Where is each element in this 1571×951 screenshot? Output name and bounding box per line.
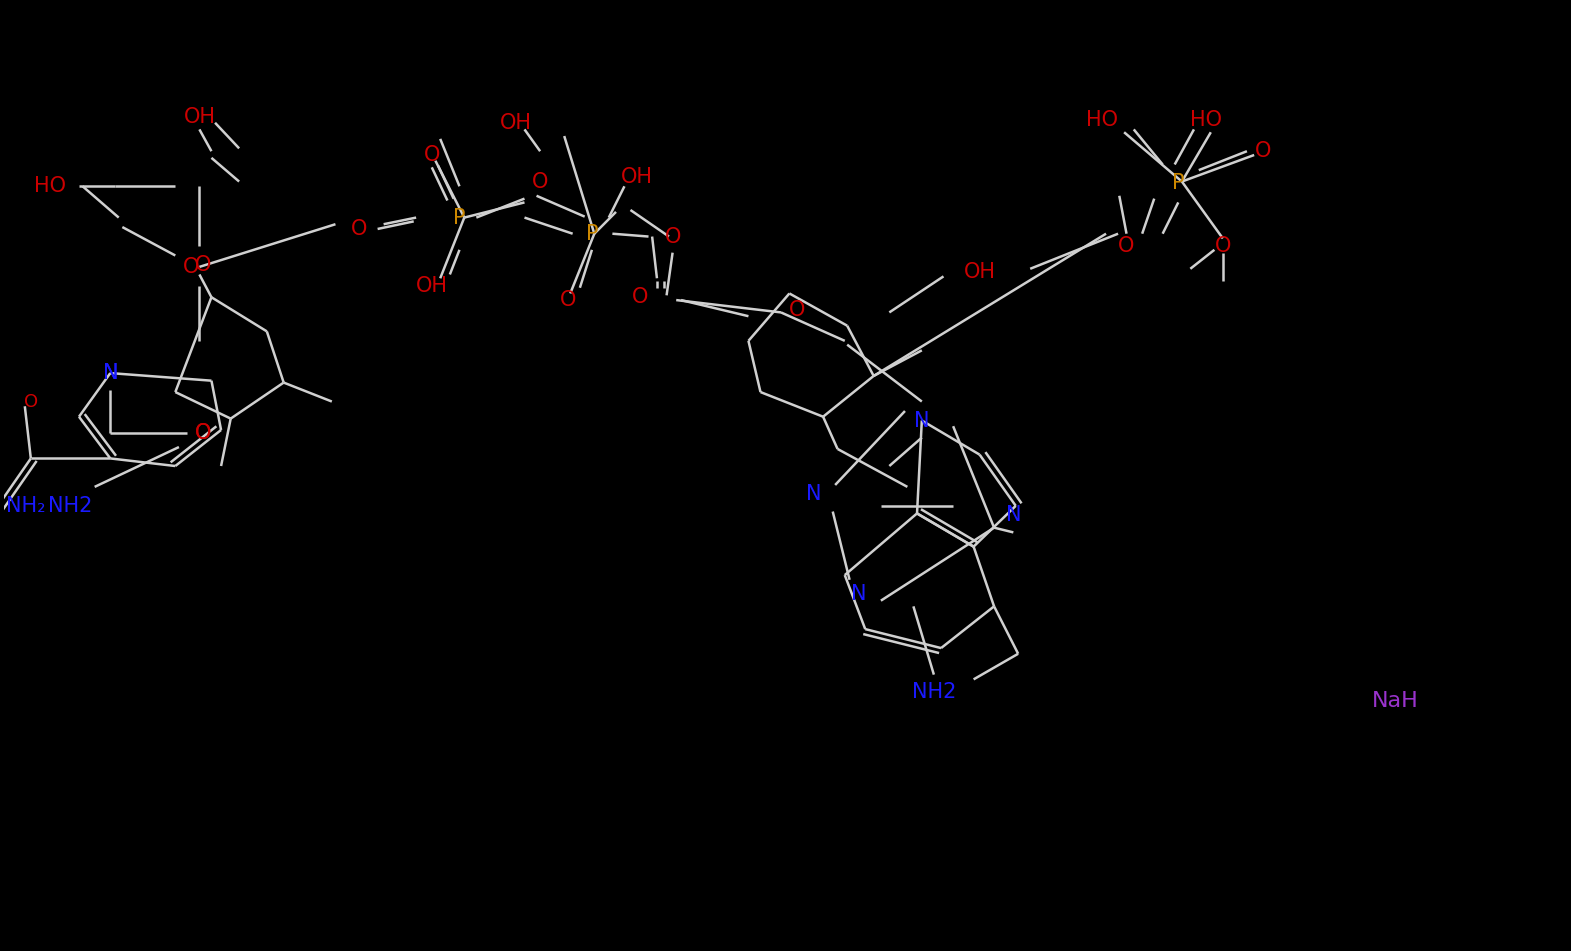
Text: O: O <box>559 290 577 310</box>
Text: O: O <box>533 171 548 191</box>
Text: OH: OH <box>500 113 533 133</box>
Text: O: O <box>195 423 211 443</box>
Text: O: O <box>182 257 200 277</box>
Text: P: P <box>452 207 465 227</box>
Text: O: O <box>1214 236 1232 256</box>
Text: O: O <box>352 219 368 239</box>
Text: N: N <box>102 363 118 383</box>
Text: O: O <box>1119 236 1134 256</box>
Text: HO: HO <box>1087 110 1119 130</box>
Text: O: O <box>665 226 680 246</box>
Text: P: P <box>1172 173 1185 193</box>
Text: HO: HO <box>35 176 66 196</box>
Text: P: P <box>586 223 599 243</box>
Text: O: O <box>424 145 440 165</box>
Text: OH: OH <box>621 166 652 186</box>
Text: N: N <box>914 411 930 431</box>
Text: N: N <box>851 584 867 604</box>
Text: OH: OH <box>963 262 996 281</box>
Text: O: O <box>24 393 38 411</box>
Text: OH: OH <box>416 276 448 296</box>
Text: O: O <box>632 287 649 307</box>
Text: NH2: NH2 <box>49 495 93 515</box>
Text: O: O <box>789 300 804 320</box>
Text: N: N <box>102 363 118 383</box>
Text: NH2: NH2 <box>911 682 957 702</box>
Text: N: N <box>806 484 822 504</box>
Text: O: O <box>195 423 211 443</box>
Text: OH: OH <box>184 107 215 127</box>
Text: NaH: NaH <box>1371 691 1419 711</box>
Text: N: N <box>1005 505 1021 525</box>
Text: HO: HO <box>1189 110 1222 130</box>
Text: NH₂: NH₂ <box>6 495 46 515</box>
Text: O: O <box>1254 141 1271 162</box>
Text: O: O <box>195 255 211 275</box>
